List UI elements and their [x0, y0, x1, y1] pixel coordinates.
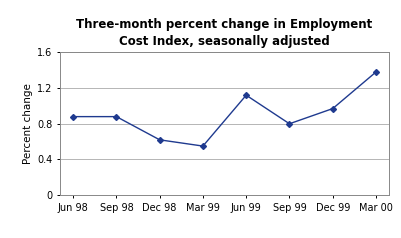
Title: Three-month percent change in Employment
Cost Index, seasonally adjusted: Three-month percent change in Employment… [77, 18, 373, 48]
Y-axis label: Percent change: Percent change [23, 83, 33, 164]
